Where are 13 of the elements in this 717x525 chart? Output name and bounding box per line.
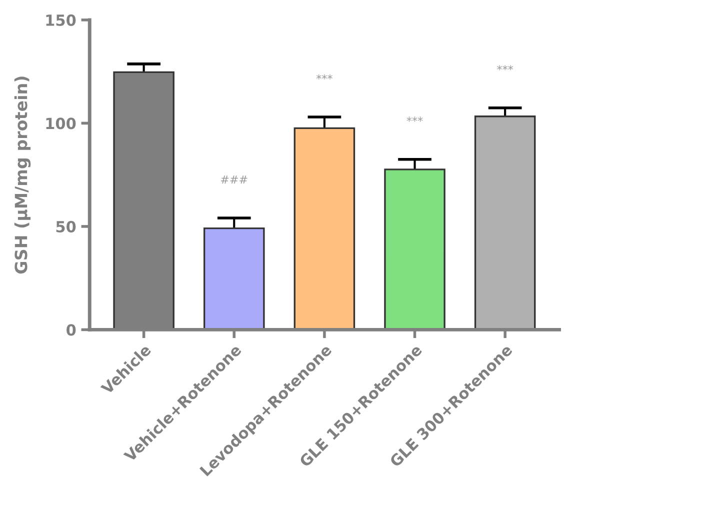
bar [384,168,446,330]
y-tick-label: 100 [46,118,76,130]
annotation: ### [221,176,248,184]
bar [294,127,356,330]
bar [203,227,265,330]
annotation: *** [406,116,423,122]
y-tick-label: 50 [56,220,76,232]
y-tick-label: 0 [66,324,76,336]
y-tick-label: 150 [46,14,76,26]
bar [474,116,536,330]
annotation: *** [316,74,332,80]
y-axis-title: GSH (µM/mg protein) [14,76,31,274]
annotation: *** [497,65,514,70]
